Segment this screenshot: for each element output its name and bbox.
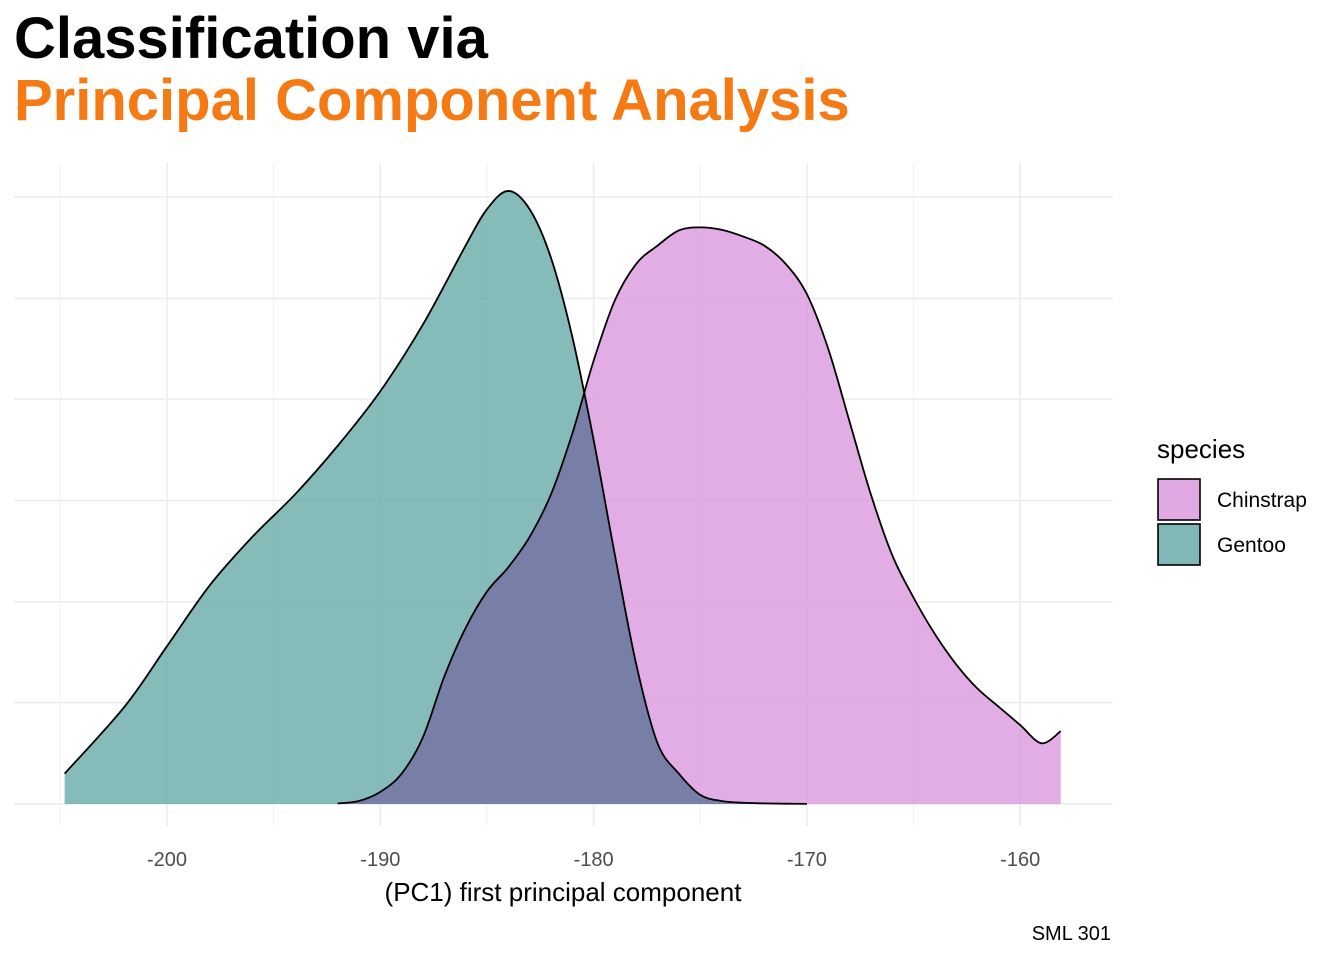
- x-tick-label: -170: [787, 849, 827, 871]
- chinstrap-density-area: [337, 227, 1061, 805]
- legend-title: species: [1157, 434, 1245, 464]
- density-areas: [63, 190, 1062, 805]
- x-tick-label: -180: [574, 849, 614, 871]
- gentoo-legend-key: [1157, 523, 1201, 566]
- chart-title: Classification via: [14, 6, 488, 71]
- chinstrap-legend-key: [1157, 478, 1201, 521]
- chinstrap-density-line: [337, 226, 1062, 805]
- x-axis-title: (PC1) first principal component: [385, 877, 743, 907]
- caption: SML 301: [1032, 923, 1111, 945]
- x-tick-label: -190: [360, 849, 400, 871]
- x-axis-ticks: -200 -190 -180 -170 -160: [147, 849, 1040, 871]
- chinstrap-legend-label: Chinstrap: [1217, 489, 1307, 512]
- x-tick-label: -200: [147, 849, 187, 871]
- x-tick-label: -160: [1000, 849, 1040, 871]
- gentoo-legend-label: Gentoo: [1217, 534, 1286, 557]
- legend: species Chinstrap Gentoo: [1157, 434, 1307, 566]
- chart-subtitle: Principal Component Analysis: [14, 68, 850, 133]
